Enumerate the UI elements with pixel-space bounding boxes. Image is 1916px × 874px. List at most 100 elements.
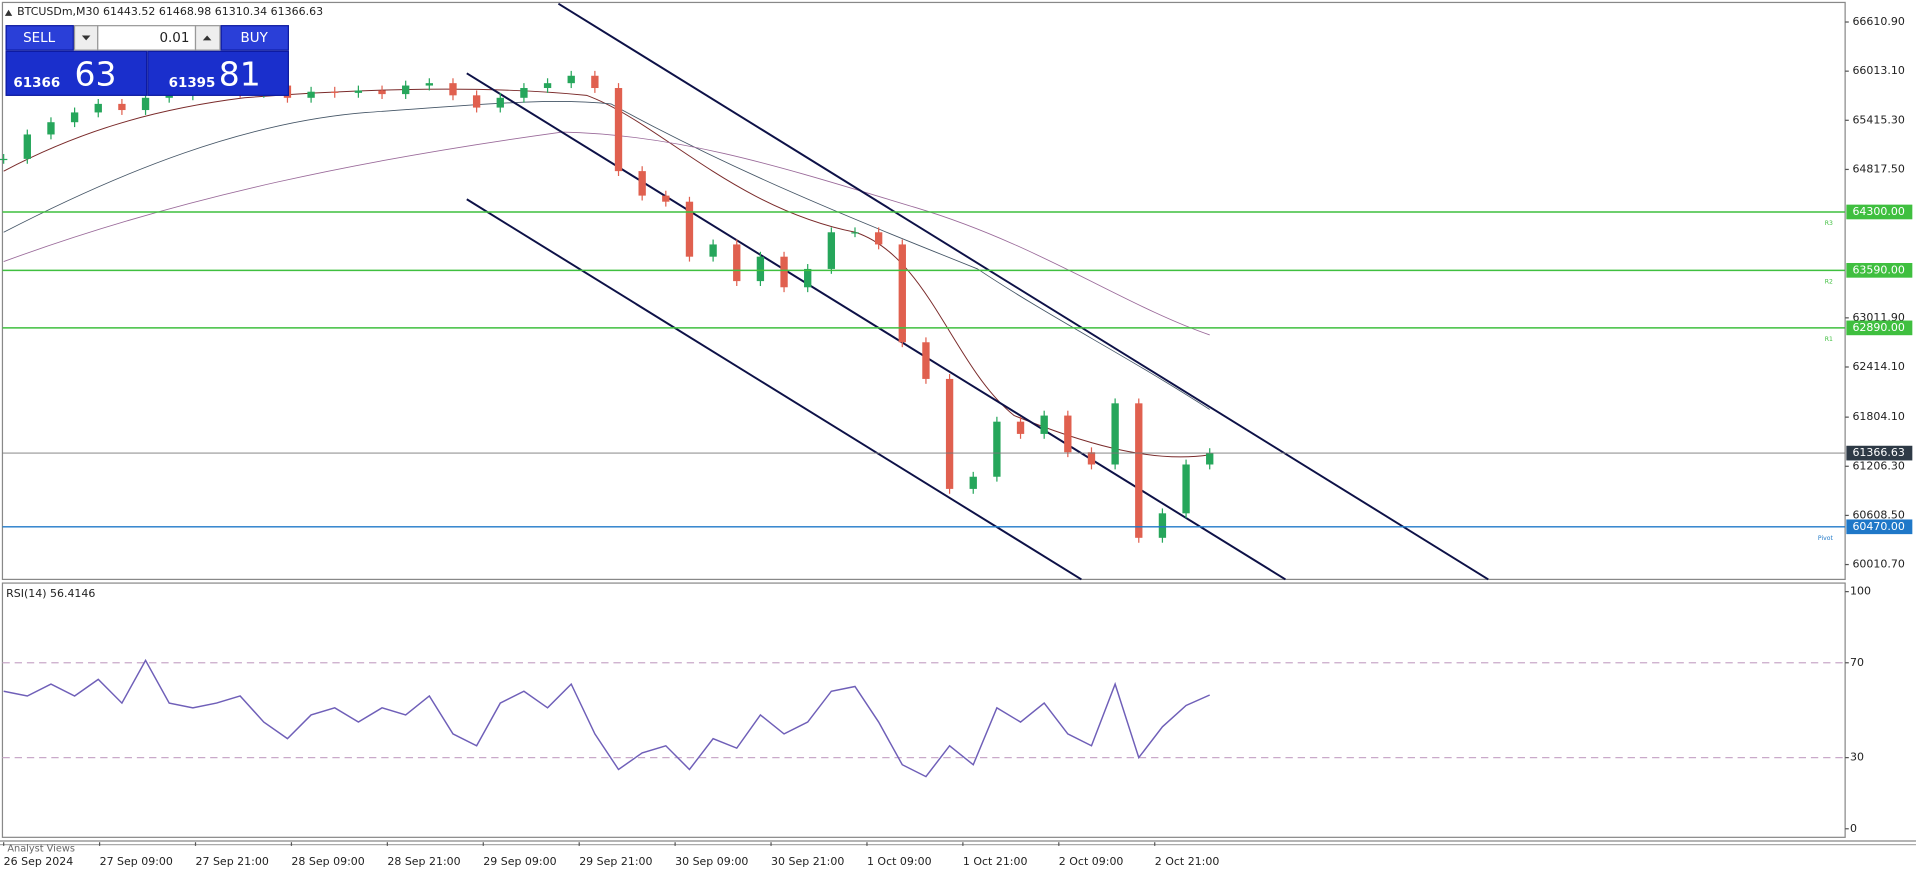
candle bbox=[425, 83, 433, 86]
candle bbox=[638, 171, 646, 196]
buy-button[interactable] bbox=[220, 25, 289, 51]
candle bbox=[472, 95, 481, 108]
candle bbox=[496, 97, 504, 108]
channel-middle bbox=[466, 72, 1286, 581]
down-arrow bbox=[81, 35, 91, 41]
candle bbox=[1064, 415, 1072, 453]
time-label: 26 Sep 2024 bbox=[4, 855, 74, 868]
current-price-label: 61366.63 bbox=[1852, 446, 1904, 459]
candle bbox=[898, 244, 906, 343]
candle bbox=[0, 158, 8, 161]
rsi-tick-label: 100 bbox=[1850, 585, 1871, 598]
current-price-bg bbox=[1846, 445, 1913, 461]
candle bbox=[1087, 452, 1096, 465]
candle bbox=[47, 122, 55, 135]
price-label: 62414.10 bbox=[1852, 360, 1904, 373]
price-panel bbox=[1, 1, 1846, 581]
candle bbox=[94, 103, 102, 113]
time-label: 1 Oct 21:00 bbox=[963, 855, 1028, 868]
moving-average-mid bbox=[3, 101, 1210, 410]
level-tag: R1 bbox=[1825, 336, 1833, 343]
level-label: 62890.00 bbox=[1852, 321, 1904, 334]
candle bbox=[23, 134, 31, 159]
moving-average-slow bbox=[3, 131, 1210, 336]
time-label: 28 Sep 09:00 bbox=[291, 855, 364, 868]
sell-price-box[interactable] bbox=[5, 50, 148, 96]
channel-lower bbox=[466, 198, 1082, 581]
sell-button[interactable] bbox=[5, 25, 74, 51]
rsi-panel bbox=[1, 582, 1846, 838]
level-tag: R2 bbox=[1825, 278, 1833, 285]
candle bbox=[354, 90, 363, 93]
candle bbox=[662, 195, 670, 202]
level-label-bg bbox=[1846, 519, 1913, 535]
candle bbox=[709, 244, 717, 257]
candle bbox=[449, 83, 457, 96]
candle bbox=[543, 83, 552, 89]
level-label: 60470.00 bbox=[1852, 520, 1904, 533]
candle bbox=[567, 75, 575, 84]
sell-price-big: 63 bbox=[75, 54, 117, 93]
price-label: 61804.10 bbox=[1852, 410, 1904, 423]
level-label: 64300.00 bbox=[1852, 205, 1904, 218]
channel-upper bbox=[557, 2, 1489, 581]
price-label: 64817.50 bbox=[1852, 162, 1904, 175]
candle bbox=[685, 201, 694, 257]
candle bbox=[969, 476, 977, 489]
candle bbox=[1135, 403, 1143, 538]
candle bbox=[331, 91, 339, 93]
candle bbox=[733, 244, 741, 282]
time-label: 1 Oct 09:00 bbox=[867, 855, 932, 868]
sell-label: SELL bbox=[23, 31, 56, 46]
buy-label: BUY bbox=[241, 31, 269, 46]
candle bbox=[756, 256, 765, 282]
price-label: 66610.90 bbox=[1852, 15, 1904, 28]
candle bbox=[945, 378, 954, 489]
price-label: 60608.50 bbox=[1852, 508, 1904, 521]
candle bbox=[1111, 403, 1119, 465]
time-label: 29 Sep 21:00 bbox=[579, 855, 652, 868]
time-label: 30 Sep 21:00 bbox=[771, 855, 844, 868]
level-label-bg bbox=[1846, 320, 1913, 336]
candle bbox=[993, 421, 1001, 477]
time-label: 2 Oct 09:00 bbox=[1059, 855, 1124, 868]
candle bbox=[307, 91, 315, 98]
buy-price-big: 81 bbox=[219, 54, 261, 93]
candle bbox=[70, 112, 79, 123]
candle bbox=[1158, 513, 1167, 538]
time-label: 28 Sep 21:00 bbox=[387, 855, 460, 868]
rsi-line bbox=[3, 658, 1211, 778]
candle bbox=[804, 268, 812, 288]
up-arrow bbox=[202, 35, 212, 41]
collapse-icon[interactable] bbox=[4, 9, 13, 16]
rsi-title: RSI(14) 56.4146 bbox=[6, 587, 95, 600]
price-label: 60010.70 bbox=[1852, 558, 1904, 571]
level-label: 63590.00 bbox=[1852, 263, 1904, 276]
candle bbox=[851, 232, 859, 234]
level-label-bg bbox=[1846, 204, 1913, 220]
analyst-views-tab[interactable]: Analyst Views bbox=[7, 843, 75, 854]
time-label: 27 Sep 09:00 bbox=[100, 855, 173, 868]
candle bbox=[118, 103, 126, 111]
lot-increase[interactable] bbox=[194, 25, 221, 51]
buy-price-box[interactable] bbox=[147, 50, 289, 96]
price-label: 66013.10 bbox=[1852, 64, 1904, 77]
buy-price-main: 61395 bbox=[169, 76, 216, 91]
candle bbox=[1040, 415, 1048, 434]
candle bbox=[402, 85, 410, 95]
candle bbox=[780, 256, 788, 288]
sell-price-main: 61366 bbox=[13, 76, 60, 91]
rsi-tick-label: 0 bbox=[1850, 822, 1857, 835]
candle bbox=[614, 88, 623, 172]
candle bbox=[1016, 421, 1025, 434]
candle bbox=[874, 232, 883, 245]
rsi-tick-label: 30 bbox=[1850, 751, 1864, 764]
candle bbox=[591, 75, 599, 89]
time-label: 27 Sep 21:00 bbox=[196, 855, 269, 868]
candle bbox=[378, 90, 386, 95]
rsi-tick-label: 70 bbox=[1850, 656, 1864, 669]
moving-average-fast bbox=[3, 88, 1210, 458]
